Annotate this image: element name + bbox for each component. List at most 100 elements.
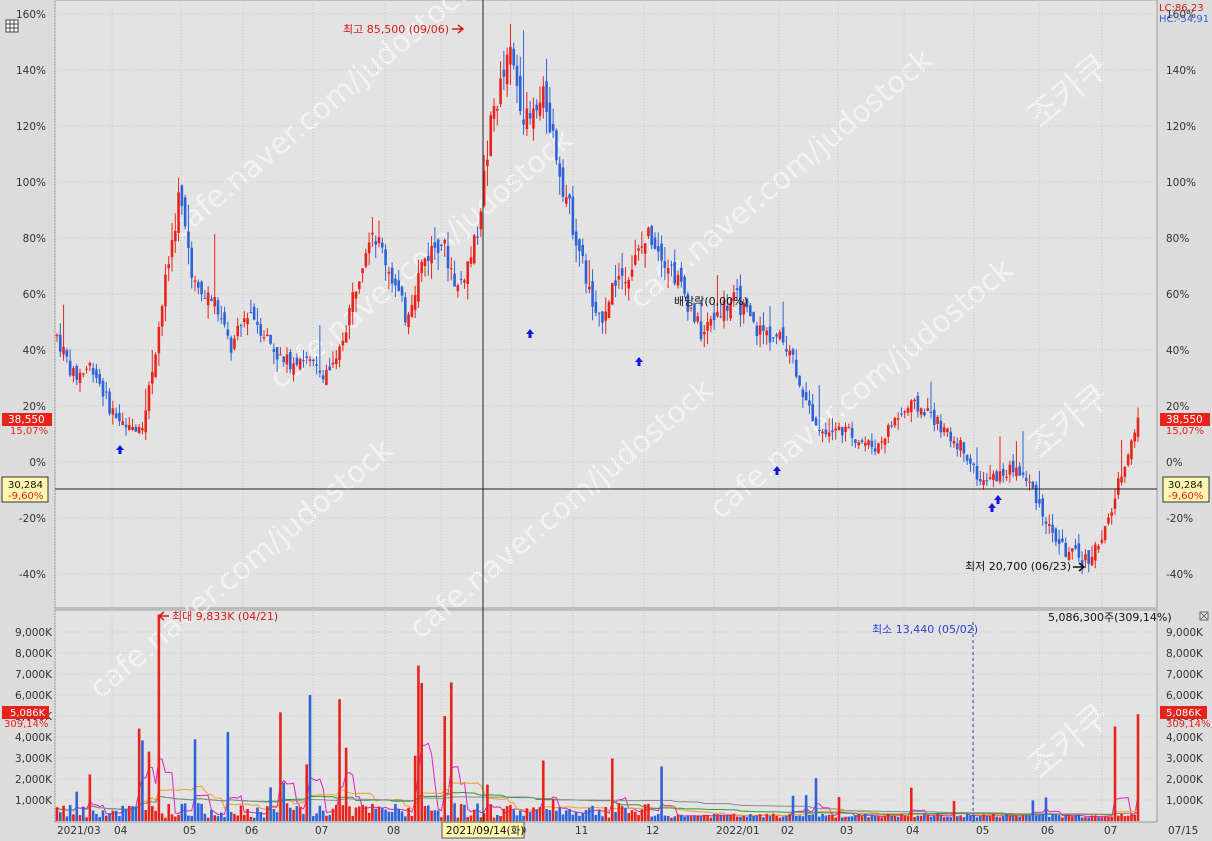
- candle-body: [663, 261, 667, 268]
- volume-bar: [942, 817, 946, 821]
- candle-body: [127, 425, 131, 430]
- candle-body: [216, 300, 220, 315]
- price-tick-label: 80%: [1166, 233, 1189, 245]
- candle-body: [512, 48, 516, 66]
- price-tick-label: 60%: [23, 289, 46, 301]
- candle-body: [745, 298, 749, 308]
- candle-body: [449, 268, 453, 270]
- volume-bar: [394, 803, 397, 821]
- volume-bar: [249, 816, 253, 821]
- volume-bar: [821, 813, 824, 821]
- candle-body: [886, 425, 890, 437]
- candle-body: [1087, 550, 1091, 564]
- candle-body: [417, 273, 420, 302]
- candle-body: [988, 477, 992, 479]
- volume-bar: [676, 814, 680, 821]
- candle-body: [147, 385, 151, 411]
- volume-bar: [568, 808, 571, 821]
- candle-body: [371, 232, 374, 235]
- volume-bar: [341, 805, 345, 821]
- volume-bar: [377, 806, 381, 821]
- volume-bar: [847, 816, 851, 821]
- x-tick-label: 2022/01: [716, 825, 760, 837]
- volume-bar: [226, 731, 230, 821]
- volume-bar: [328, 815, 332, 821]
- candle-body: [341, 340, 345, 346]
- candle-body: [929, 411, 933, 413]
- candle-body: [229, 337, 233, 353]
- candle-body: [804, 391, 808, 401]
- candle-body: [788, 350, 792, 356]
- volume-bar: [127, 805, 131, 821]
- volume-bar: [420, 682, 424, 821]
- candle-body: [785, 348, 788, 352]
- candle-body: [292, 363, 295, 375]
- candle-body: [351, 292, 355, 313]
- volume-bar: [578, 815, 581, 821]
- x-tick-label: 2021/03: [57, 825, 101, 837]
- candle-body: [380, 242, 384, 248]
- candle-body: [1005, 476, 1008, 478]
- volume-bar: [206, 817, 210, 821]
- volume-bar: [114, 810, 118, 821]
- candle-body: [814, 417, 818, 426]
- volume-bar: [183, 803, 187, 821]
- volume-bar: [62, 805, 65, 821]
- volume-bar: [104, 815, 108, 821]
- volume-bar: [972, 815, 976, 821]
- candle-body: [955, 443, 959, 450]
- volume-bar: [456, 817, 460, 821]
- candle-body: [801, 389, 805, 398]
- candle-body: [183, 197, 187, 227]
- volume-bar: [607, 817, 611, 821]
- candle-body: [104, 391, 108, 393]
- volume-bar: [604, 806, 608, 821]
- candle-body: [121, 421, 125, 425]
- candle-body: [58, 334, 62, 352]
- volume-bar: [518, 810, 522, 821]
- cursor-date-badge: [441, 821, 525, 839]
- candle-body: [1097, 546, 1100, 550]
- volume-bar: [141, 740, 144, 821]
- volume-bar: [719, 814, 723, 821]
- signal-markers: [116, 329, 1002, 512]
- volume-bar: [279, 712, 282, 821]
- legend-hc: HC:-54,91: [1159, 14, 1209, 25]
- candle-body: [594, 301, 598, 313]
- candle-body: [124, 424, 128, 428]
- candle-body: [55, 334, 59, 337]
- volume-bar: [716, 814, 719, 821]
- volume-bar: [965, 814, 969, 821]
- volume-tick-label: 7,000K: [15, 669, 53, 681]
- candle-body: [702, 331, 706, 335]
- volume-badge-left: [2, 706, 49, 719]
- volume-bar: [548, 810, 552, 821]
- x-tick-label: 07: [315, 825, 328, 837]
- volume-bar: [538, 807, 542, 821]
- candle-body: [942, 427, 946, 433]
- candle-body: [1054, 528, 1058, 542]
- volume-bar: [397, 808, 401, 821]
- volume-bar: [591, 805, 594, 821]
- volume-bar: [305, 764, 309, 821]
- close-icon[interactable]: [1199, 611, 1209, 621]
- candle-body: [338, 346, 341, 360]
- volume-bar: [969, 815, 972, 821]
- volume-bar: [939, 814, 943, 821]
- candle-body: [114, 413, 118, 418]
- candle-body: [440, 244, 443, 247]
- candle-body: [890, 425, 893, 427]
- volume-bar: [650, 816, 654, 821]
- candle-body: [108, 391, 111, 414]
- min-price-label: 최저 20,700 (06/23): [965, 560, 1071, 573]
- volume-bar: [627, 813, 631, 821]
- candle-body: [111, 408, 115, 415]
- volume-bar: [190, 815, 194, 821]
- candle-body: [482, 170, 486, 206]
- candle-body: [551, 124, 555, 131]
- buy-signal-icon: [635, 357, 643, 366]
- volume-bar: [88, 774, 92, 821]
- settings-icon[interactable]: [5, 19, 19, 33]
- volume-bar: [357, 806, 361, 821]
